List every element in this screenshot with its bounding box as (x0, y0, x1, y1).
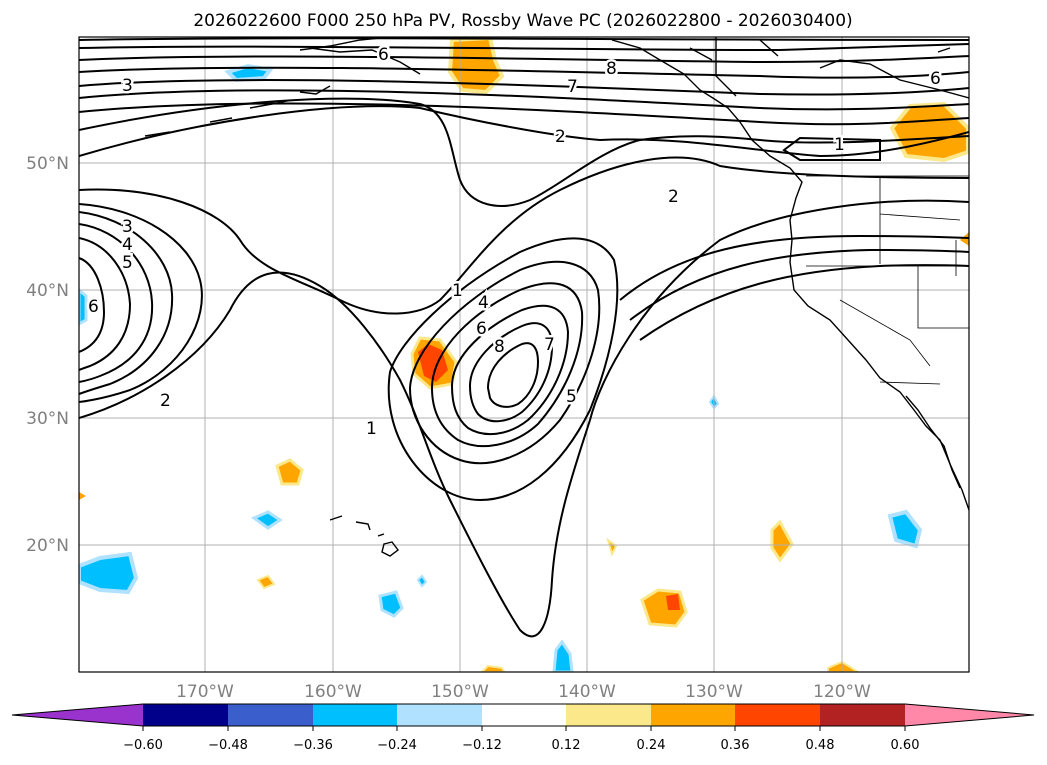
contour-label: 8 (606, 59, 617, 79)
colorbar-tick-label: −0.12 (462, 738, 502, 753)
north-america-coast (611, 39, 969, 511)
lon-label: 170°W (176, 682, 234, 702)
anomaly-negative (79, 551, 139, 595)
colorbar-segment (566, 704, 651, 726)
anomaly-negative (887, 509, 923, 549)
contour-label: 6 (378, 45, 389, 65)
contour-label: 5 (122, 253, 133, 273)
lat-label: 30°N (26, 409, 69, 429)
contour-label: 6 (476, 319, 487, 339)
colorbar-tick-label: −0.48 (208, 738, 248, 753)
longitude-labels: 170°W 160°W 150°W 140°W 130°W 120°W (176, 682, 871, 702)
latitude-labels: 50°N 40°N 30°N 20°N (26, 154, 69, 556)
lat-label: 40°N (26, 281, 69, 301)
colorbar: −0.60 −0.48 −0.36 −0.24 −0.12 0.12 0.24 … (11, 703, 1035, 753)
gridlines (79, 37, 969, 672)
colorbar-segment (735, 704, 820, 726)
anomaly-positive (275, 458, 304, 486)
anomaly-fills (79, 37, 969, 672)
colorbar-extend-max (905, 704, 1034, 726)
baja-coast (905, 395, 961, 489)
anomaly-negative (552, 639, 574, 672)
colorbar-tick-label: 0.60 (891, 738, 920, 753)
contour-label: 3 (122, 76, 133, 96)
map-frame (78, 36, 970, 673)
anomaly-positive (256, 574, 276, 590)
anomaly-positive (480, 664, 506, 672)
colorbar-segment (397, 704, 482, 726)
contour-label: 7 (544, 335, 555, 355)
contour-label: 8 (494, 337, 505, 357)
colorbar-tick-label: 0.36 (721, 738, 750, 753)
lon-label: 140°W (558, 682, 616, 702)
contour-label: 1 (834, 135, 845, 155)
colorbar-segment (482, 704, 566, 726)
contour-label: 6 (88, 297, 99, 317)
colorbar-segment (820, 704, 905, 726)
anomaly-negative (250, 510, 283, 530)
pv-contours (79, 37, 969, 638)
contour-label: 6 (930, 69, 941, 89)
anomaly-positive (827, 660, 860, 672)
lon-label: 150°W (431, 682, 489, 702)
contour-label: 5 (566, 387, 577, 407)
map-area: 3 7 8 6 2 1 3 4 5 6 2 2 1 4 6 8 7 5 1 6 (79, 37, 969, 672)
contour-label: 2 (160, 391, 171, 411)
colorbar-tick-label: −0.36 (293, 738, 333, 753)
colorbar-tick-label: 0.12 (552, 738, 581, 753)
anomaly-positive (960, 232, 969, 246)
lon-label: 130°W (685, 682, 743, 702)
anomaly-negative (79, 288, 88, 326)
contour-label: 1 (452, 281, 463, 301)
anomaly-positive (79, 492, 86, 500)
colorbar-ticks (142, 726, 906, 731)
colorbar-segment (228, 704, 313, 726)
anomaly-negative (378, 590, 404, 618)
contour-label: 4 (122, 235, 133, 255)
lon-label: 160°W (304, 682, 362, 702)
contour-label: 4 (478, 293, 489, 313)
anomaly-negative (416, 574, 428, 588)
colorbar-segment (143, 704, 228, 726)
lat-label: 20°N (26, 536, 69, 556)
contour-label: 2 (555, 127, 566, 147)
colorbar-extend-min (12, 704, 143, 726)
hawaii-islands (329, 515, 399, 557)
contour-label: 2 (668, 187, 679, 207)
contour-label: 1 (366, 419, 377, 439)
lon-label: 120°W (813, 682, 871, 702)
colorbar-segment (313, 704, 397, 726)
colorbar-tick-label: 0.24 (637, 738, 666, 753)
lat-label: 50°N (26, 154, 69, 174)
colorbar-tick-label: −0.60 (123, 738, 163, 753)
colorbar-tick-label: −0.24 (377, 738, 417, 753)
colorbar-tick-label: 0.48 (806, 738, 835, 753)
colorbar-segment (651, 704, 735, 726)
map-title: 2026022600 F000 250 hPa PV, Rossby Wave … (193, 11, 852, 31)
anomaly-positive (606, 537, 618, 557)
anomaly-strong-positive (418, 344, 448, 382)
contour-label: 3 (122, 217, 133, 237)
anomaly-strong-positive (666, 594, 680, 610)
contour-labels: 3 7 8 6 2 1 3 4 5 6 2 2 1 4 6 8 7 5 1 6 (86, 43, 944, 442)
contour-label: 7 (567, 77, 578, 97)
